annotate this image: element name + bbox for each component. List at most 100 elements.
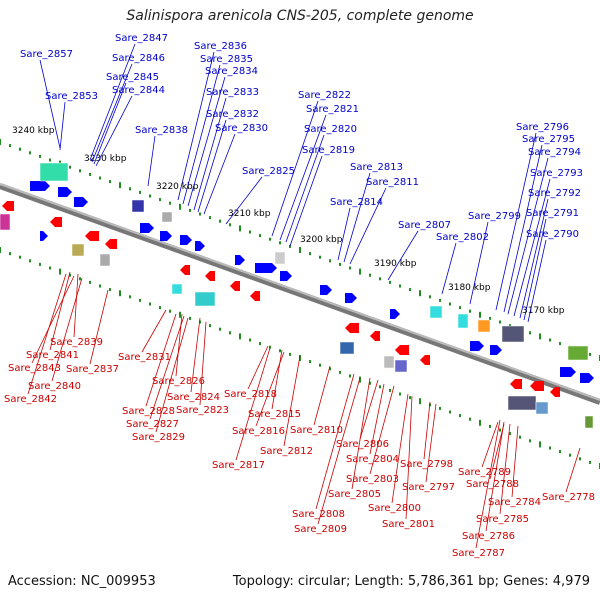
tick-mark (279, 241, 281, 245)
red-gene-label: Sare_2826 (152, 376, 205, 387)
tick-mark (29, 259, 31, 263)
tick-mark (0, 139, 1, 145)
feature-box (501, 325, 525, 343)
blue-gene-label: Sare_2792 (528, 188, 581, 199)
tick-mark (549, 446, 551, 450)
genome-backbone (0, 183, 600, 405)
tick-mark (329, 367, 331, 371)
red-gene-label: Sare_2801 (382, 519, 435, 530)
reverse-gene-arrow (85, 231, 99, 241)
tick-mark (519, 435, 521, 439)
tick-mark (259, 342, 261, 346)
tick-mark (559, 342, 561, 346)
blue-leader-line (177, 51, 215, 201)
red-gene-label: Sare_2829 (132, 432, 185, 443)
tick-mark (529, 331, 531, 335)
red-leader-line (317, 377, 361, 525)
tick-mark (79, 169, 81, 173)
tick-mark (479, 311, 481, 318)
blue-leader-line (495, 132, 537, 311)
tick-mark (249, 338, 251, 342)
blue-leader-line (225, 176, 263, 225)
blue-gene-label: Sare_2811 (366, 177, 419, 188)
tick-mark (109, 288, 111, 292)
red-leader-line (235, 347, 271, 461)
blue-gene-label: Sare_2813 (350, 162, 403, 173)
tick-mark (39, 154, 41, 158)
forward-gene-arrow (74, 197, 88, 207)
tick-mark (489, 316, 491, 320)
red-gene-label: Sare_2787 (452, 548, 505, 559)
tick-mark (0, 247, 1, 253)
reverse-gene-arrow (105, 239, 117, 249)
red-leader-line (149, 315, 185, 420)
blue-leader-line (193, 97, 227, 211)
tick-mark (29, 151, 31, 155)
tick-mark (279, 349, 281, 353)
tick-mark (129, 295, 131, 299)
tick-mark (119, 182, 121, 189)
tick-mark (419, 398, 421, 405)
tick-mark (239, 333, 241, 340)
reverse-gene-arrow (510, 379, 522, 389)
red-leader-line (475, 419, 501, 549)
feature-box (274, 251, 286, 265)
red-leader-line (489, 423, 505, 480)
tick-mark (259, 234, 261, 238)
reverse-gene-arrow (2, 201, 14, 211)
red-leader-line (190, 317, 201, 393)
red-gene-label: Sare_2817 (212, 460, 265, 471)
blue-leader-line (91, 63, 133, 163)
tick-mark (269, 345, 271, 349)
red-leader-line (499, 423, 511, 515)
blue-gene-label: Sare_2821 (306, 104, 359, 115)
kbp-label: 3180 kbp (448, 283, 491, 293)
blue-leader-line (513, 178, 551, 317)
tick-mark (429, 295, 431, 299)
tick-mark (349, 266, 351, 270)
forward-gene-arrow (140, 223, 154, 233)
blue-gene-label: Sare_2844 (112, 85, 165, 96)
blue-gene-label: Sare_2793 (530, 168, 583, 179)
blue-leader-line (289, 155, 323, 247)
tick-mark (19, 147, 21, 151)
tick-mark (389, 280, 391, 284)
blue-gene-label: Sare_2807 (398, 220, 451, 231)
tick-mark (499, 428, 501, 432)
tick-mark (459, 306, 461, 310)
tick-mark (99, 284, 101, 288)
blue-leader-line (197, 119, 227, 213)
reverse-gene-arrow (205, 271, 215, 281)
red-leader-line (391, 393, 409, 504)
forward-gene-arrow (40, 231, 48, 241)
blue-leader-line (503, 144, 543, 313)
feature-box (71, 243, 85, 257)
blue-gene-label: Sare_2846 (112, 53, 165, 64)
blue-leader-line (285, 134, 325, 243)
red-leader-line (27, 273, 67, 395)
red-leader-line (175, 313, 183, 377)
tick-mark (359, 268, 361, 275)
tick-mark (469, 309, 471, 313)
forward-gene-arrow (345, 293, 357, 303)
blue-leader-line (343, 172, 371, 263)
tick-mark (589, 352, 591, 356)
red-gene-label: Sare_2837 (66, 364, 119, 375)
feature-box (131, 199, 145, 213)
tick-mark (539, 441, 541, 448)
reverse-gene-arrow (345, 323, 359, 333)
forward-gene-arrow (180, 235, 192, 245)
tick-mark (339, 262, 341, 266)
tick-mark (159, 198, 161, 202)
tick-mark (329, 259, 331, 263)
red-leader-line (49, 271, 71, 351)
tick-mark (139, 190, 141, 194)
blue-gene-label: Sare_2795 (522, 134, 575, 145)
red-gene-label: Sare_2843 (8, 363, 61, 374)
tick-mark (149, 302, 151, 306)
red-leader-line (199, 321, 207, 406)
tick-mark (9, 144, 11, 148)
tick-mark (79, 277, 81, 281)
blue-gene-label: Sare_2790 (526, 229, 579, 240)
tick-mark (269, 237, 271, 241)
